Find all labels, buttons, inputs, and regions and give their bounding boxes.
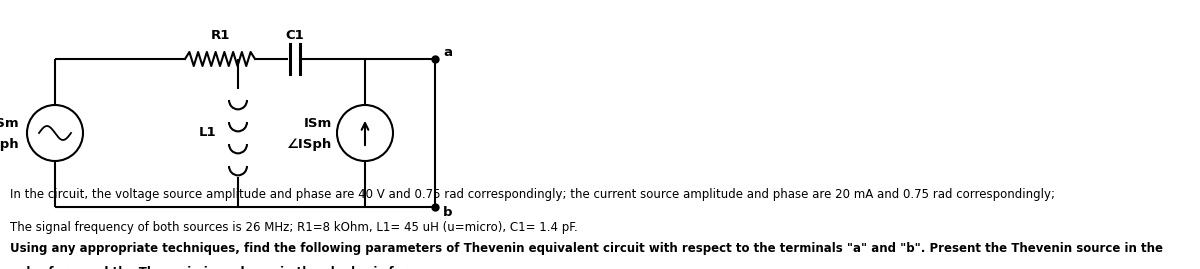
Text: In the circuit, the voltage source amplitude and phase are 40 V and 0.75 rad cor: In the circuit, the voltage source ampli… — [10, 188, 1055, 201]
Text: ∠ISph: ∠ISph — [287, 139, 332, 151]
Text: polar form and the Thevenin impedance in the algebraic form.: polar form and the Thevenin impedance in… — [10, 266, 424, 269]
Text: VSm: VSm — [0, 118, 20, 130]
Text: a: a — [443, 47, 452, 59]
Text: C1: C1 — [286, 29, 305, 42]
Text: ISm: ISm — [304, 118, 332, 130]
Text: The signal frequency of both sources is 26 MHz; R1=8 kOhm, L1= 45 uH (u=micro), : The signal frequency of both sources is … — [10, 221, 577, 233]
Text: ∠VSph: ∠VSph — [0, 139, 20, 151]
Text: Using any appropriate techniques, find the following parameters of Thevenin equi: Using any appropriate techniques, find t… — [10, 242, 1163, 255]
Text: L1: L1 — [198, 126, 216, 140]
Text: b: b — [443, 207, 452, 220]
Text: R1: R1 — [210, 29, 229, 42]
